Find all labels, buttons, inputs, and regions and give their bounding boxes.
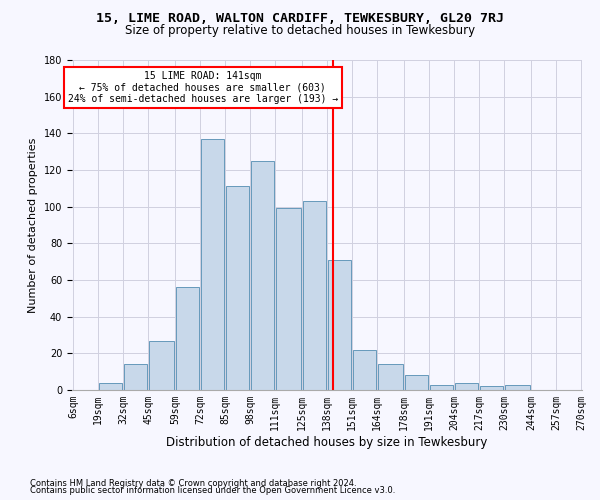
Bar (201, 139, 224, 390)
Bar (124, 364, 147, 390)
Text: 15 LIME ROAD: 141sqm
← 75% of detached houses are smaller (603)
24% of semi-deta: 15 LIME ROAD: 141sqm ← 75% of detached h… (68, 71, 338, 104)
Y-axis label: Number of detached properties: Number of detached properties (28, 138, 38, 312)
Bar (505, 384, 530, 390)
Bar (176, 288, 199, 390)
Bar (405, 376, 428, 390)
Text: Contains public sector information licensed under the Open Government Licence v3: Contains public sector information licen… (30, 486, 395, 495)
Text: 15, LIME ROAD, WALTON CARDIFF, TEWKESBURY, GL20 7RJ: 15, LIME ROAD, WALTON CARDIFF, TEWKESBUR… (96, 12, 504, 26)
Bar (328, 260, 351, 390)
Bar (353, 350, 376, 390)
Bar (251, 161, 274, 390)
Bar (303, 201, 326, 390)
Text: Contains HM Land Registry data © Crown copyright and database right 2024.: Contains HM Land Registry data © Crown c… (30, 478, 356, 488)
Bar (455, 382, 478, 390)
Bar (480, 386, 503, 390)
Text: Size of property relative to detached houses in Tewkesbury: Size of property relative to detached ho… (125, 24, 475, 37)
Bar (378, 364, 403, 390)
X-axis label: Distribution of detached houses by size in Tewkesbury: Distribution of detached houses by size … (166, 436, 488, 448)
Bar (99, 382, 122, 390)
Bar (226, 186, 249, 390)
Bar (276, 208, 301, 390)
Bar (149, 340, 174, 390)
Bar (430, 384, 453, 390)
